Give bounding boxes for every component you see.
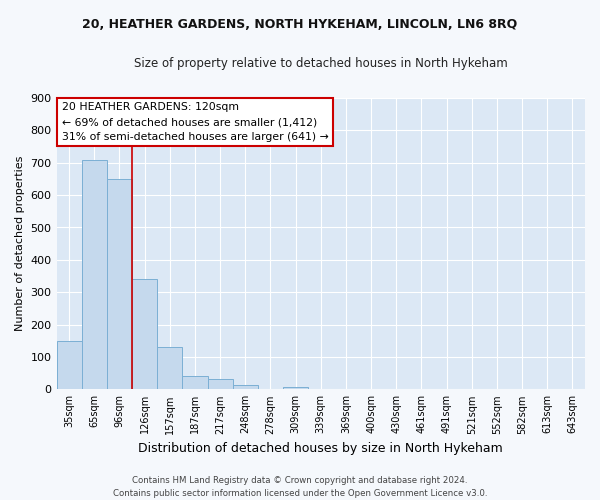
Bar (208, 379, 233, 390)
Y-axis label: Number of detached properties: Number of detached properties (15, 156, 25, 332)
Bar (56, 341, 82, 390)
Text: 20, HEATHER GARDENS, NORTH HYKEHAM, LINCOLN, LN6 8RQ: 20, HEATHER GARDENS, NORTH HYKEHAM, LINC… (82, 18, 518, 30)
Bar (283, 386, 308, 390)
Bar (182, 376, 208, 390)
Text: Contains HM Land Registry data © Crown copyright and database right 2024.
Contai: Contains HM Land Registry data © Crown c… (113, 476, 487, 498)
Text: 20 HEATHER GARDENS: 120sqm
← 69% of detached houses are smaller (1,412)
31% of s: 20 HEATHER GARDENS: 120sqm ← 69% of deta… (62, 102, 329, 142)
Bar (107, 179, 132, 390)
Bar (233, 385, 258, 390)
Title: Size of property relative to detached houses in North Hykeham: Size of property relative to detached ho… (134, 58, 508, 70)
Bar (157, 347, 182, 390)
Bar (132, 280, 157, 390)
Bar (82, 160, 107, 390)
X-axis label: Distribution of detached houses by size in North Hykeham: Distribution of detached houses by size … (139, 442, 503, 455)
